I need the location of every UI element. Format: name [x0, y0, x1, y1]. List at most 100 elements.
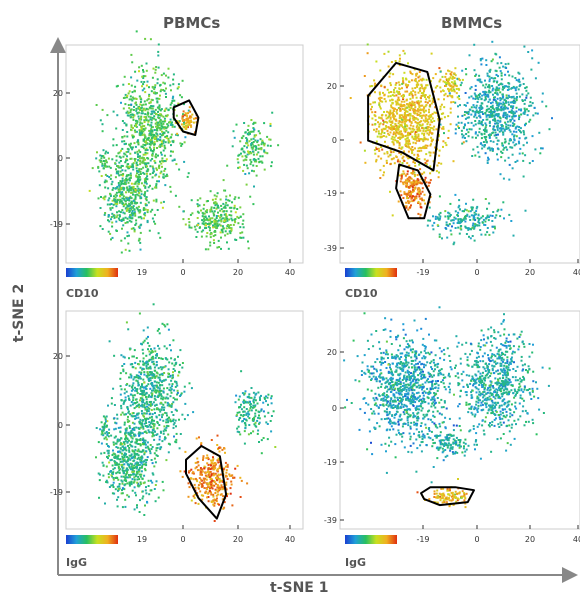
- data-point: [120, 475, 123, 478]
- data-point: [425, 163, 428, 166]
- data-point: [261, 141, 264, 144]
- data-point: [143, 138, 145, 141]
- data-point: [132, 135, 134, 138]
- data-point: [159, 136, 162, 138]
- data-point: [514, 89, 517, 92]
- data-point: [221, 217, 224, 220]
- data-point: [517, 128, 520, 131]
- data-point: [478, 74, 481, 77]
- data-point: [448, 92, 451, 95]
- data-point: [419, 206, 422, 209]
- data-point: [450, 71, 453, 74]
- data-point: [379, 69, 382, 72]
- data-point: [412, 186, 414, 189]
- data-point: [407, 143, 410, 146]
- data-point: [496, 109, 499, 112]
- data-point: [496, 128, 499, 131]
- data-point: [139, 201, 142, 204]
- data-point: [131, 403, 134, 406]
- data-point: [389, 116, 392, 119]
- data-point: [209, 210, 212, 213]
- data-point: [393, 107, 396, 110]
- data-point: [424, 115, 427, 118]
- data-point: [186, 126, 189, 129]
- data-point: [165, 96, 167, 98]
- data-point: [136, 401, 139, 404]
- data-point: [141, 394, 144, 397]
- data-point: [213, 202, 216, 205]
- data-point: [245, 183, 248, 186]
- data-point: [144, 135, 147, 138]
- data-point: [144, 140, 147, 143]
- data-point: [396, 131, 399, 134]
- data-point: [183, 119, 186, 122]
- data-point: [408, 179, 411, 182]
- data-point: [144, 37, 147, 40]
- data-point: [164, 167, 167, 170]
- data-point: [499, 97, 502, 100]
- data-point: [150, 128, 153, 131]
- data-point: [402, 115, 405, 118]
- data-point: [140, 466, 143, 469]
- data-point: [179, 433, 182, 435]
- data-point: [491, 107, 494, 110]
- data-point: [378, 91, 381, 94]
- data-point: [512, 114, 515, 117]
- data-point: [404, 143, 407, 146]
- data-point: [214, 201, 217, 204]
- data-point: [384, 140, 386, 143]
- data-point: [154, 398, 157, 401]
- data-point: [470, 86, 473, 89]
- data-point: [523, 102, 526, 105]
- cluster-3: [226, 111, 280, 188]
- data-point: [479, 111, 482, 114]
- data-point: [436, 85, 439, 88]
- data-point: [147, 112, 150, 115]
- data-point: [500, 156, 503, 159]
- data-point: [405, 201, 408, 204]
- data-point: [127, 112, 130, 114]
- data-point: [150, 382, 153, 385]
- data-point: [414, 121, 417, 123]
- data-point: [499, 173, 502, 176]
- data-point: [242, 236, 245, 239]
- data-point: [117, 165, 120, 168]
- data-point: [202, 215, 205, 218]
- data-point: [143, 514, 146, 516]
- data-point: [141, 465, 144, 468]
- data-point: [404, 130, 407, 133]
- data-point: [416, 100, 419, 103]
- data-point: [226, 232, 229, 235]
- data-point: [122, 107, 125, 110]
- data-point: [435, 111, 438, 114]
- data-point: [447, 224, 450, 227]
- data-point: [107, 215, 110, 218]
- data-point: [501, 83, 504, 86]
- data-point: [117, 426, 120, 429]
- data-point: [534, 112, 537, 115]
- data-point: [255, 153, 258, 156]
- data-point: [416, 193, 419, 195]
- data-point: [152, 170, 155, 173]
- data-point: [433, 221, 436, 224]
- data-point: [453, 90, 456, 93]
- data-point: [167, 368, 170, 371]
- data-point: [113, 428, 116, 431]
- data-point: [143, 362, 146, 365]
- data-point: [405, 116, 408, 119]
- data-point: [142, 442, 144, 444]
- data-point: [125, 191, 127, 194]
- data-point: [114, 162, 117, 165]
- data-point: [413, 173, 416, 176]
- data-point: [521, 93, 524, 96]
- data-point: [153, 148, 155, 151]
- data-point: [271, 111, 274, 114]
- data-point: [131, 355, 134, 358]
- data-point: [158, 120, 161, 123]
- data-point: [488, 78, 491, 81]
- data-point: [150, 129, 153, 132]
- data-point: [133, 456, 136, 459]
- data-point: [232, 130, 235, 133]
- data-point: [135, 222, 138, 225]
- data-point: [163, 345, 166, 348]
